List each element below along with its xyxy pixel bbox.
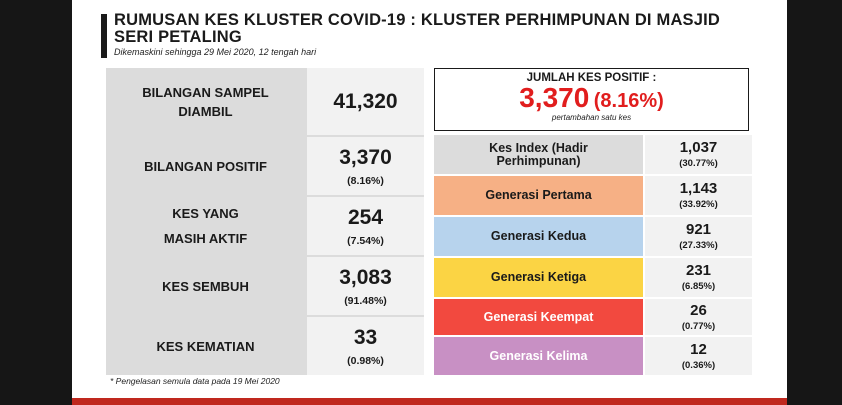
gen-percent: (33.92%) <box>679 199 718 210</box>
gen-value-cell: 12 (0.36%) <box>645 337 752 375</box>
row-value: 3,370 <box>339 145 392 169</box>
bottom-strip <box>72 398 787 405</box>
gen-row-2: Generasi Kedua 921 (27.33%) <box>434 217 752 256</box>
summary-table: BILANGAN SAMPEL DIAMBIL 41,320 BILANGAN … <box>106 68 424 375</box>
gen-label: Generasi Pertama <box>434 176 643 215</box>
row-deaths: KES KEMATIAN 33 (0.98%) <box>106 317 424 375</box>
row-value-cell: 3,083 (91.48%) <box>307 257 424 315</box>
row-value-cell: 254 (7.54%) <box>307 197 424 255</box>
footnote: * Pengelasan semula data pada 19 Mei 202… <box>110 376 280 386</box>
row-label: KES SEMBUH <box>106 257 305 315</box>
gen-value-cell: 1,143 (33.92%) <box>645 176 752 215</box>
row-percent: (0.98%) <box>347 354 384 367</box>
gen-row-5: Generasi Kelima 12 (0.36%) <box>434 337 752 375</box>
slide: RUMUSAN KES KLUSTER COVID-19 : KLUSTER P… <box>72 0 787 398</box>
gen-percent: (0.36%) <box>681 359 716 371</box>
total-value-line: 3,370 (8.16%) <box>435 82 748 114</box>
row-positive: BILANGAN POSITIF 3,370 (8.16%) <box>106 137 424 195</box>
row-active: KES YANG MASIH AKTIF 254 (7.54%) <box>106 197 424 255</box>
gen-label: Generasi Ketiga <box>434 258 643 297</box>
gen-value: 1,143 <box>679 180 718 197</box>
gen-value-cell: 1,037 (30.77%) <box>645 135 752 174</box>
gen-label: Generasi Keempat <box>434 299 643 335</box>
gen-value: 26 <box>690 301 707 319</box>
gen-label: Kes Index (Hadir Perhimpunan) <box>434 135 643 174</box>
row-value-cell: 3,370 (8.16%) <box>307 137 424 195</box>
gen-value-cell: 231 (6.85%) <box>645 258 752 297</box>
gen-value: 231 <box>685 262 712 279</box>
row-label: KES KEMATIAN <box>106 317 305 375</box>
row-recovered: KES SEMBUH 3,083 (91.48%) <box>106 257 424 315</box>
total-note: pertambahan satu kes <box>551 113 632 122</box>
row-percent: (8.16%) <box>347 174 384 187</box>
total-percent: (8.16%) <box>593 90 664 112</box>
gen-row-index: Kes Index (Hadir Perhimpunan) 1,037 (30.… <box>434 135 752 174</box>
row-value-cell: 41,320 <box>307 68 424 135</box>
gen-value: 1,037 <box>679 139 718 156</box>
gen-percent: (6.85%) <box>681 281 716 292</box>
row-samples: BILANGAN SAMPEL DIAMBIL 41,320 <box>106 68 424 135</box>
gen-value: 12 <box>690 340 707 358</box>
gen-label: Generasi Kelima <box>434 337 643 375</box>
row-percent: (91.48%) <box>344 294 387 307</box>
gen-value: 921 <box>685 221 712 238</box>
row-label: KES YANG MASIH AKTIF <box>106 197 305 255</box>
total-value: 3,370 <box>519 82 590 113</box>
page-title: RUMUSAN KES KLUSTER COVID-19 : KLUSTER P… <box>114 11 721 46</box>
update-note: Dikemaskini sehingga 29 Mei 2020, 12 ten… <box>114 47 317 57</box>
row-value: 3,083 <box>339 265 392 289</box>
row-value-cell: 33 (0.98%) <box>307 317 424 375</box>
gen-percent: (27.33%) <box>679 240 718 251</box>
gen-row-3: Generasi Ketiga 231 (6.85%) <box>434 258 752 297</box>
row-label: BILANGAN POSITIF <box>106 137 305 195</box>
title-accent-bar <box>101 14 107 58</box>
gen-row-1: Generasi Pertama 1,143 (33.92%) <box>434 176 752 215</box>
gen-row-4: Generasi Keempat 26 (0.77%) <box>434 299 752 335</box>
total-positive-box: JUMLAH KES POSITIF : 3,370 (8.16%) perta… <box>434 68 749 131</box>
gen-percent: (0.77%) <box>681 320 716 332</box>
row-label: BILANGAN SAMPEL DIAMBIL <box>106 68 305 135</box>
gen-value-cell: 921 (27.33%) <box>645 217 752 256</box>
row-percent: (7.54%) <box>347 234 384 247</box>
gen-percent: (30.77%) <box>679 158 718 169</box>
row-value: 254 <box>347 205 384 229</box>
gen-value-cell: 26 (0.77%) <box>645 299 752 335</box>
row-value: 33 <box>353 325 378 349</box>
row-value: 41,320 <box>333 89 398 113</box>
gen-label: Generasi Kedua <box>434 217 643 256</box>
total-label: JUMLAH KES POSITIF : <box>526 72 657 84</box>
